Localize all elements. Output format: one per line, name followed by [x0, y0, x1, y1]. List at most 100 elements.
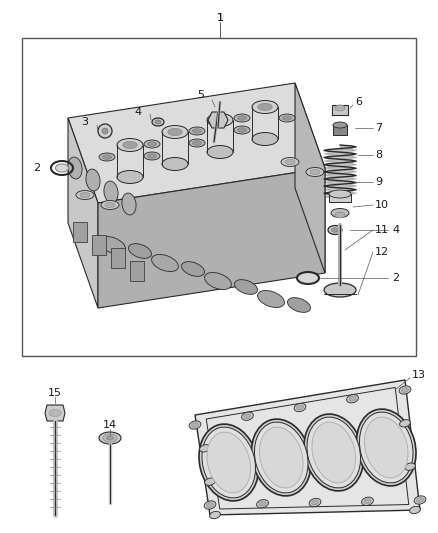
Text: 1: 1 — [216, 13, 223, 23]
Ellipse shape — [258, 103, 272, 110]
Ellipse shape — [80, 192, 90, 198]
Ellipse shape — [257, 499, 268, 508]
Text: 9: 9 — [375, 177, 382, 187]
Ellipse shape — [101, 200, 119, 209]
Ellipse shape — [148, 154, 156, 158]
Ellipse shape — [297, 272, 319, 284]
Ellipse shape — [312, 422, 356, 483]
Ellipse shape — [324, 283, 356, 297]
Ellipse shape — [213, 116, 227, 124]
Ellipse shape — [252, 101, 278, 114]
Ellipse shape — [189, 421, 201, 429]
Ellipse shape — [304, 414, 364, 491]
Ellipse shape — [192, 129, 201, 133]
Ellipse shape — [191, 423, 198, 427]
Polygon shape — [208, 112, 228, 128]
Text: 4: 4 — [392, 225, 399, 235]
Polygon shape — [45, 405, 65, 421]
Polygon shape — [111, 248, 125, 268]
Polygon shape — [92, 235, 106, 255]
Circle shape — [98, 124, 112, 138]
Ellipse shape — [202, 427, 255, 498]
Ellipse shape — [189, 139, 205, 147]
Ellipse shape — [205, 478, 215, 486]
Ellipse shape — [200, 445, 210, 452]
Ellipse shape — [364, 417, 408, 478]
Text: 6: 6 — [355, 97, 362, 107]
Ellipse shape — [287, 297, 311, 312]
Ellipse shape — [117, 139, 143, 151]
Ellipse shape — [144, 152, 160, 160]
Polygon shape — [68, 118, 98, 308]
Ellipse shape — [362, 497, 373, 505]
Text: 14: 14 — [103, 420, 117, 430]
Ellipse shape — [306, 167, 324, 176]
Ellipse shape — [310, 169, 320, 174]
Text: 15: 15 — [48, 388, 62, 398]
Ellipse shape — [309, 498, 321, 507]
Ellipse shape — [402, 387, 408, 392]
Ellipse shape — [99, 432, 121, 444]
Ellipse shape — [258, 290, 284, 308]
Bar — [332, 105, 348, 115]
Ellipse shape — [152, 254, 178, 271]
Ellipse shape — [152, 118, 164, 126]
Ellipse shape — [103, 434, 117, 442]
Text: 3: 3 — [81, 117, 88, 127]
Ellipse shape — [205, 272, 231, 289]
Polygon shape — [68, 83, 325, 203]
Ellipse shape — [283, 116, 292, 120]
Polygon shape — [130, 261, 144, 281]
Ellipse shape — [99, 237, 125, 254]
Ellipse shape — [49, 409, 61, 416]
Ellipse shape — [399, 419, 410, 427]
Polygon shape — [98, 168, 325, 308]
Ellipse shape — [279, 114, 295, 122]
Ellipse shape — [181, 262, 205, 276]
Text: 1: 1 — [216, 13, 223, 23]
Ellipse shape — [281, 157, 299, 166]
Ellipse shape — [259, 502, 266, 506]
Ellipse shape — [99, 153, 115, 161]
Bar — [22, 38, 416, 356]
Ellipse shape — [333, 122, 347, 128]
Polygon shape — [295, 83, 325, 273]
Ellipse shape — [244, 414, 251, 418]
Text: 8: 8 — [375, 150, 382, 160]
Ellipse shape — [155, 120, 161, 124]
Text: 2: 2 — [33, 163, 40, 173]
Ellipse shape — [301, 274, 314, 281]
Circle shape — [102, 128, 108, 134]
Ellipse shape — [148, 142, 156, 146]
Ellipse shape — [329, 190, 351, 198]
Ellipse shape — [335, 212, 345, 218]
Ellipse shape — [237, 128, 247, 132]
Ellipse shape — [417, 498, 424, 503]
Ellipse shape — [105, 203, 115, 207]
Ellipse shape — [405, 463, 415, 470]
Ellipse shape — [328, 225, 342, 235]
Ellipse shape — [102, 155, 112, 159]
Ellipse shape — [346, 394, 358, 403]
Text: 4: 4 — [135, 107, 142, 117]
Ellipse shape — [144, 140, 160, 148]
Ellipse shape — [128, 244, 152, 259]
Ellipse shape — [259, 427, 303, 488]
Text: 11: 11 — [375, 225, 389, 235]
Ellipse shape — [335, 105, 345, 111]
Ellipse shape — [234, 114, 250, 122]
Ellipse shape — [204, 501, 216, 509]
Ellipse shape — [199, 424, 258, 501]
Text: 10: 10 — [375, 200, 389, 210]
Text: 13: 13 — [412, 370, 426, 380]
Text: 2: 2 — [392, 273, 399, 283]
Ellipse shape — [252, 133, 278, 146]
Ellipse shape — [207, 503, 213, 507]
Ellipse shape — [76, 190, 94, 199]
Ellipse shape — [237, 116, 247, 120]
Ellipse shape — [68, 157, 82, 179]
Ellipse shape — [285, 159, 295, 165]
Ellipse shape — [207, 146, 233, 158]
Text: 7: 7 — [375, 123, 382, 133]
Ellipse shape — [122, 193, 136, 215]
